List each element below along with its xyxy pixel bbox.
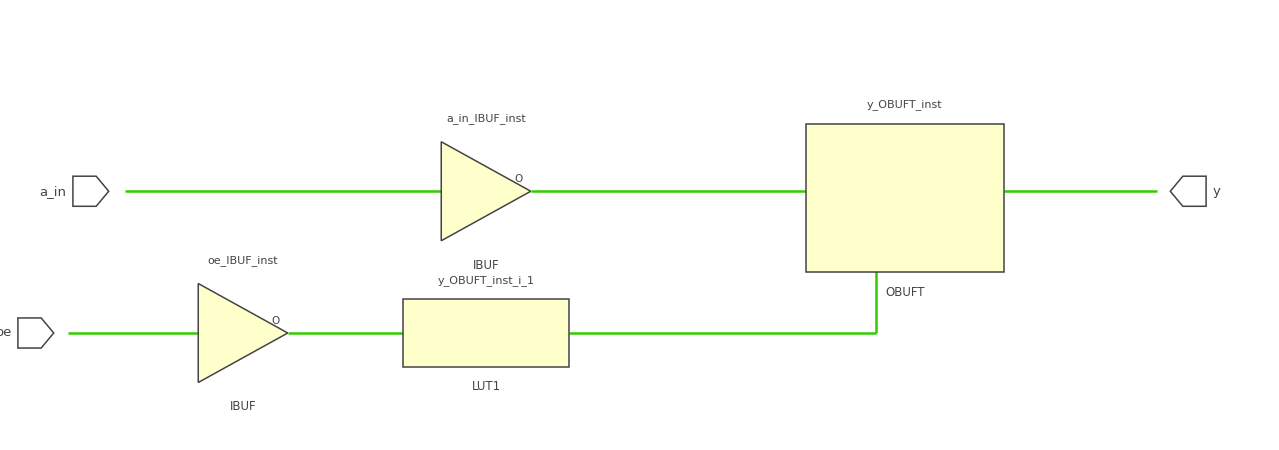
Text: y_OBUFT_inst: y_OBUFT_inst xyxy=(867,99,943,110)
Polygon shape xyxy=(18,318,54,348)
Text: O: O xyxy=(272,316,280,326)
Text: I: I xyxy=(206,316,208,326)
Text: I0: I0 xyxy=(413,328,422,338)
Text: a_in: a_in xyxy=(40,185,67,198)
Text: a_in_IBUF_inst: a_in_IBUF_inst xyxy=(446,113,526,124)
Text: I: I xyxy=(816,156,819,166)
Polygon shape xyxy=(198,284,288,382)
Bar xyxy=(403,299,569,367)
Text: y_OBUFT_inst_i_1: y_OBUFT_inst_i_1 xyxy=(437,275,535,286)
Text: O: O xyxy=(986,156,994,166)
Text: IBUF: IBUF xyxy=(230,400,256,414)
Polygon shape xyxy=(1170,176,1206,206)
Text: oe: oe xyxy=(0,327,12,339)
Text: y: y xyxy=(1212,185,1220,198)
Text: I: I xyxy=(449,175,451,184)
Text: oe_IBUF_inst: oe_IBUF_inst xyxy=(207,255,279,266)
Polygon shape xyxy=(441,142,531,241)
Text: IBUF: IBUF xyxy=(473,259,499,272)
Polygon shape xyxy=(73,176,109,206)
Text: O: O xyxy=(551,328,559,338)
Bar xyxy=(806,124,1004,272)
Text: LUT1: LUT1 xyxy=(472,380,500,393)
Text: T: T xyxy=(816,223,822,233)
Text: O: O xyxy=(515,175,523,184)
Text: OBUFT: OBUFT xyxy=(885,286,925,299)
